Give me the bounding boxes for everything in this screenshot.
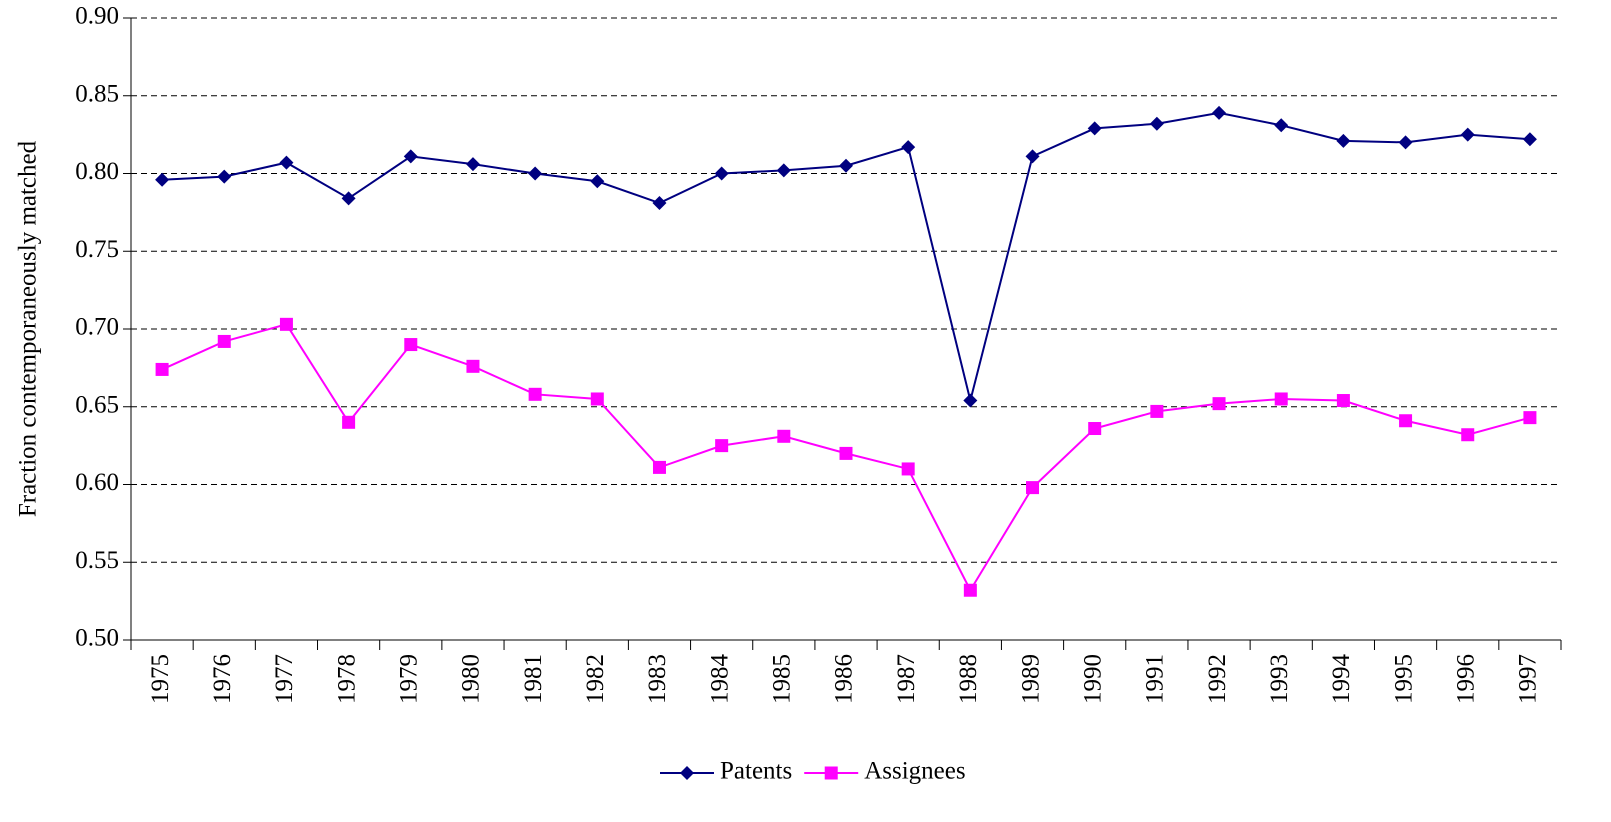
x-tick-label: 1978 (333, 654, 360, 704)
point (1088, 422, 1102, 436)
point (652, 460, 666, 474)
point (714, 166, 729, 181)
point (777, 429, 791, 443)
x-tick-label: 1980 (458, 654, 485, 704)
series-line (162, 111, 1530, 401)
point (1336, 394, 1350, 408)
point (279, 155, 294, 170)
point (590, 174, 605, 189)
x-tick-label: 1979 (396, 654, 423, 704)
point (1274, 392, 1288, 406)
x-tick-label: 1975 (147, 654, 174, 704)
point (155, 172, 170, 187)
point (680, 766, 694, 780)
point (1399, 414, 1413, 428)
y-tick-label: 0.80 (75, 158, 119, 185)
x-tick-label: 1982 (582, 654, 609, 704)
point (1522, 132, 1537, 147)
x-tick-label: 1990 (1079, 654, 1106, 704)
legend-label: Patents (720, 758, 792, 785)
point (1336, 133, 1351, 148)
point (590, 392, 604, 406)
y-tick-label: 0.75 (75, 236, 119, 263)
point (465, 157, 480, 172)
x-tick-label: 1993 (1266, 654, 1293, 704)
point (839, 446, 853, 460)
point (155, 362, 169, 376)
point (1461, 428, 1475, 442)
x-tick-label: 1985 (769, 654, 796, 704)
x-tick-label: 1981 (520, 654, 547, 704)
point (1212, 397, 1226, 411)
y-tick-label: 0.65 (75, 391, 119, 418)
y-tick-label: 0.60 (75, 469, 119, 496)
point (824, 766, 838, 780)
point (404, 338, 418, 352)
point (839, 158, 853, 173)
point (1025, 149, 1040, 164)
y-tick-label: 0.55 (75, 547, 119, 574)
x-tick-label: 1976 (209, 654, 236, 704)
x-tick-label: 1983 (644, 654, 671, 704)
y-tick-label: 0.70 (75, 314, 119, 341)
point (403, 149, 418, 164)
point (466, 359, 480, 373)
y-axis-label: Fraction contemporaneously matched (15, 140, 42, 517)
point (1087, 121, 1102, 136)
x-tick-label: 1991 (1142, 654, 1169, 704)
legend-label: Assignees (864, 758, 965, 785)
point (1149, 116, 1164, 131)
point (1460, 127, 1475, 142)
point (1523, 411, 1537, 425)
point (1398, 135, 1413, 150)
x-tick-label: 1984 (706, 654, 733, 705)
point (963, 393, 978, 408)
point (1212, 105, 1227, 120)
point (217, 169, 232, 184)
x-tick-label: 1992 (1204, 654, 1231, 704)
x-tick-label: 1989 (1017, 654, 1044, 704)
point (901, 140, 916, 155)
point (217, 334, 231, 348)
point (1026, 481, 1040, 495)
legend: Patents Assignees (660, 758, 966, 785)
y-tick-label: 0.90 (75, 3, 119, 30)
x-tick-label: 1977 (271, 654, 298, 704)
point (279, 317, 293, 331)
x-tick-label: 1986 (831, 654, 858, 704)
x-tick-label: 1997 (1515, 654, 1542, 704)
y-tick-label: 0.50 (75, 625, 119, 652)
x-tick-label: 1988 (955, 654, 982, 704)
point (341, 191, 356, 206)
x-tick-label: 1987 (893, 654, 920, 704)
point (1150, 404, 1164, 418)
point (1274, 118, 1289, 133)
x-tick-label: 1994 (1328, 654, 1355, 705)
x-tick-label: 1996 (1452, 654, 1479, 704)
point (963, 583, 977, 597)
point (528, 166, 543, 181)
y-tick-label: 0.85 (75, 80, 119, 107)
point (342, 415, 356, 429)
point (715, 439, 729, 453)
point (528, 387, 542, 401)
point (901, 462, 915, 476)
point (776, 163, 791, 178)
x-tick-label: 1995 (1390, 654, 1417, 704)
point (652, 196, 667, 211)
